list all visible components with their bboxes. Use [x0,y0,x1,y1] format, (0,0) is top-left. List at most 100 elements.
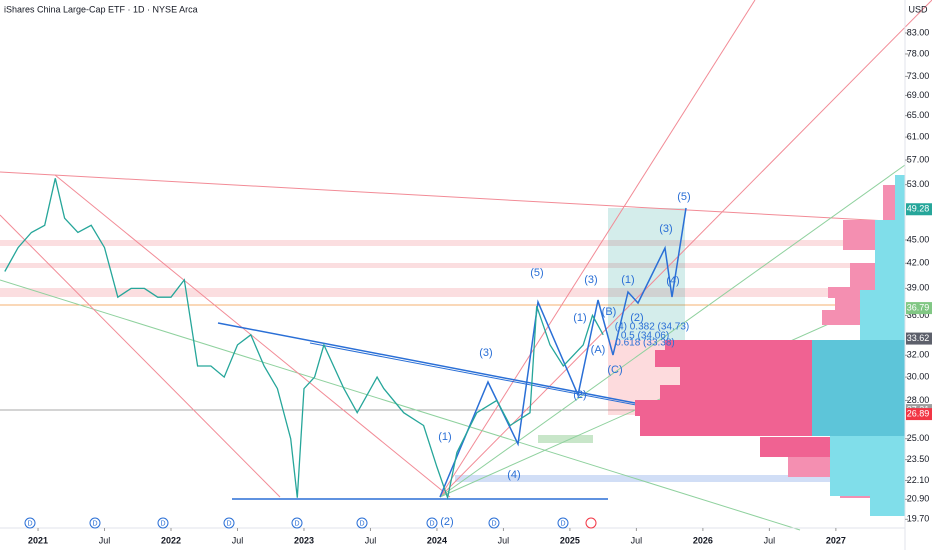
y-tick-label: 39.00 [907,283,930,293]
currency: USD [908,4,928,14]
wave-path [439,207,687,498]
x-tick-label: 2027 [826,535,846,545]
event-label: D [226,520,231,527]
x-tick-label: 2025 [560,535,580,545]
event-marker [89,517,101,529]
y-tick-label: 45.00 [907,234,930,244]
price-label-box [906,332,932,345]
price-label: 36.79 [907,302,930,312]
price-label: 49.28 [907,204,930,214]
event-label: D [27,520,32,527]
y-tick-label: 57.00 [907,154,930,164]
target-box [608,208,685,340]
y-tick-label: 23.50 [907,454,930,464]
x-tick-label: 2022 [161,535,181,545]
y-tick-label: 78.00 [907,48,930,58]
wave-label: (A) [591,344,606,356]
event-label: D [294,520,299,527]
event-marker [356,517,368,529]
event-marker [291,517,303,529]
zone [0,288,905,297]
trendline [217,322,636,404]
event-label: D [359,520,364,527]
event-marker [557,517,569,529]
drawings [0,0,932,531]
wave-label: (1) [621,274,634,286]
y-tick-label: 83.00 [907,27,930,37]
x-tick-label: 2021 [28,535,48,545]
event-marker [24,517,36,529]
event-marker [426,517,438,529]
zone [0,263,905,268]
chart-title: iShares China Large-Cap ETF · 1D · NYSE … [4,4,198,14]
y-tick-label: 36.00 [907,310,930,320]
zone [538,435,593,443]
wave-label: (2) [440,516,453,528]
trendline [0,171,906,223]
y-tick-label: 61.00 [907,131,930,141]
price-label: 33.62 [907,333,930,343]
fan-line [54,174,451,498]
wave-label: 0.5 (34.06) [621,331,669,342]
x-tick-label: Jul [764,535,776,545]
y-tick-label: 65.00 [907,110,930,120]
vp-bar [812,340,905,436]
price-label-box [906,408,932,421]
wave-label: (2) [630,312,643,324]
wave-label: (3) [479,347,492,359]
wave-label: (B) [602,306,617,318]
wave-label: (1) [438,431,451,443]
volume-profile [635,175,905,516]
event-marker [157,517,169,529]
price-line [4,178,604,501]
y-tick-label: 25.00 [907,433,930,443]
x-tick-label: Jul [232,535,244,545]
wave-label: (4) [507,469,520,481]
fan-line [0,214,281,498]
zone [0,240,905,246]
wave-label: (4) 0.382 (34.73) [615,322,690,333]
event-marker [488,517,500,529]
event-label: D [491,520,496,527]
event-label: D [160,520,165,527]
wave-label: (5) [677,191,690,203]
price-label-box [906,302,932,315]
wave-label: (1) [573,312,586,324]
y-tick-label: 30.00 [907,371,930,381]
y-tick-label: 53.00 [907,179,930,189]
y-tick-label: 28.00 [907,395,930,405]
vp-bar [830,436,905,496]
y-tick-label: 22.10 [907,475,930,485]
event-marker [223,517,235,529]
zone [455,475,905,482]
y-tick-label: 69.00 [907,90,930,100]
x-tick-label: Jul [631,535,643,545]
vp-bar [860,290,905,340]
wave-label: 0.618 (33.38) [615,338,675,349]
x-tick-label: 2026 [693,535,713,545]
x-tick-label: 2024 [427,535,447,545]
wave-label: (C) [607,364,622,376]
x-tick-label: Jul [365,535,377,545]
vp-bar [895,175,905,220]
x-tick-label: Jul [498,535,510,545]
y-tick-label: 19.70 [907,514,930,524]
vp-bar [870,496,905,516]
y-tick-label: 73.00 [907,71,930,81]
wave-label: (3) [659,223,672,235]
x-tick-label: Jul [99,535,111,545]
y-tick-label: 20.90 [907,494,930,504]
y-tick-label: 32.00 [907,350,930,360]
vp-bar [665,340,905,350]
event-marker [585,517,597,529]
event-label: D [429,520,434,527]
wave-label: (3) [584,274,597,286]
vp-bar [875,220,905,290]
price-label-box [906,203,932,216]
fan-line [439,0,756,498]
event-label: D [560,520,565,527]
price-label: 26.89 [907,408,930,418]
fan-line [0,279,801,531]
event-label: D [92,520,97,527]
